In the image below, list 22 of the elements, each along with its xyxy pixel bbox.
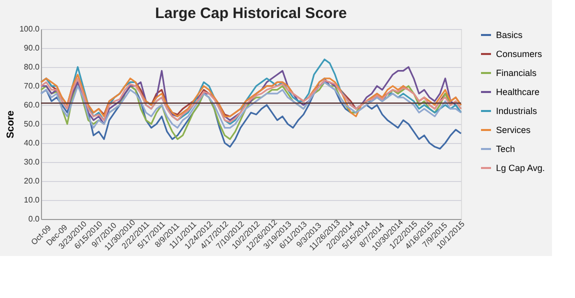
legend-label: Industrials	[496, 106, 538, 116]
legend-label: Healthcare	[496, 87, 540, 97]
y-tick-label: 0.0	[28, 214, 40, 224]
legend-label: Services	[496, 125, 532, 135]
y-tick-label: 70.0	[24, 82, 40, 90]
y-tick-label: 90.0	[24, 44, 40, 52]
y-tick-label: 20.0	[24, 176, 40, 186]
legend-label: Financials	[496, 68, 538, 78]
y-tick-label: 50.0	[24, 120, 40, 128]
legend-label: Consumers	[496, 49, 543, 59]
line-series	[40, 81, 462, 129]
y-tick-label: 60.0	[24, 100, 40, 110]
legend-label: Lg Cap Avg.	[496, 163, 545, 173]
y-tick-label: 10.0	[24, 196, 40, 204]
legend-label: Basics	[496, 30, 524, 40]
y-axis-title: Score	[5, 110, 16, 138]
y-tick-label: 30.0	[24, 158, 40, 166]
y-tick-label: 100.0	[19, 24, 40, 34]
legend-label: Tech	[496, 144, 516, 154]
chart-title: Large Cap Historical Score	[155, 5, 347, 22]
y-tick-label: 40.0	[24, 138, 40, 148]
y-tick-label: 80.0	[24, 62, 40, 72]
